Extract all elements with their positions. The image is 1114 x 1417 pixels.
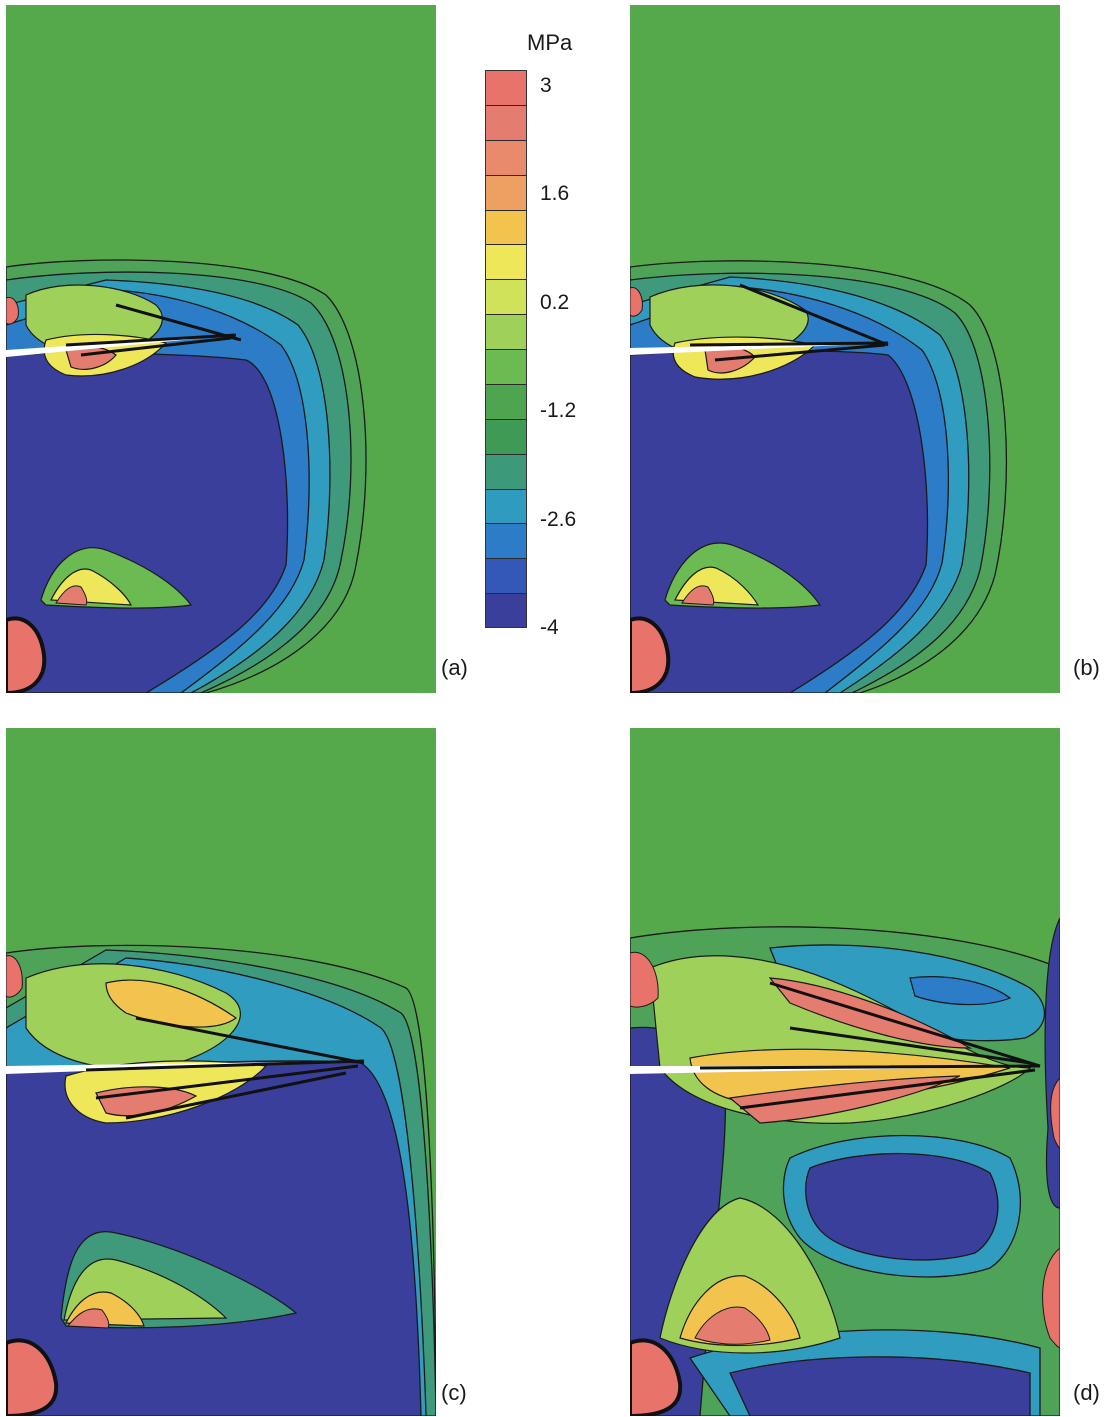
colorbar [485, 70, 527, 628]
colorbar-tick-label: 1.6 [540, 182, 570, 205]
crack-path-lines [689, 283, 889, 362]
colorbar-tick-label: -4 [540, 616, 559, 639]
stress-contour-panel-c [6, 728, 436, 1416]
colorbar-tick-label: 3 [540, 74, 552, 97]
lower-tensile-peak [694, 1306, 771, 1345]
contour-plot-c [6, 728, 436, 1416]
crack-notch [6, 335, 236, 357]
colorbar-level [486, 594, 526, 627]
stress-contour-panel-d [630, 728, 1060, 1416]
crack-notch [630, 343, 885, 355]
tensile-edge-spot [6, 955, 23, 998]
colorbar-tick-label: 0.2 [540, 291, 570, 314]
inner-compressive-core [805, 1152, 999, 1261]
crack-path-lines [85, 1016, 365, 1120]
support-contact [6, 616, 47, 693]
support-contact [630, 616, 671, 693]
tensile-zone-crack-core [689, 1048, 1011, 1105]
tensile-edge-spot [6, 296, 19, 325]
colorbar-level [486, 280, 526, 316]
lower-tensile-peak [681, 585, 715, 606]
colorbar-tick-label: -1.2 [540, 399, 577, 422]
stress-contour-panel-b [630, 5, 1060, 693]
upper-compressive-core [909, 976, 1012, 1006]
colorbar-unit-label: MPa [527, 30, 573, 55]
colorbar-level [486, 559, 526, 595]
colorbar-level [486, 140, 526, 176]
right-edge-tensile-lower [1042, 1247, 1060, 1349]
right-edge-tensile-upper [1050, 1077, 1060, 1149]
tensile-zone-upper [25, 963, 241, 1070]
support-contact [630, 1338, 683, 1416]
colorbar-level [486, 384, 526, 420]
compressive-region [6, 1060, 422, 1416]
support-contact [6, 1338, 59, 1416]
lower-tensile-peak [67, 1308, 110, 1329]
colorbar-level [486, 105, 526, 141]
colorbar-level [486, 245, 526, 281]
colorbar-level [486, 489, 526, 525]
panel-label-b: (b) [1073, 655, 1100, 680]
colorbar-tick-label: -2.6 [540, 508, 577, 531]
colorbar-level [486, 175, 526, 211]
colorbar-level [486, 71, 526, 106]
crack-path-lines [65, 303, 242, 357]
panel-label-d: (d) [1073, 1380, 1100, 1405]
contour-plot-b [630, 5, 1060, 693]
tensile-edge-spot [630, 951, 659, 1008]
contour-plot-d [630, 728, 1060, 1416]
panel-label-c: (c) [441, 1380, 467, 1405]
panel-label-a: (a) [441, 655, 468, 680]
colorbar-level [486, 350, 526, 385]
crack-path-lines [699, 981, 1041, 1110]
colorbar-level [486, 210, 526, 246]
stress-contour-panel-a [6, 5, 436, 693]
lower-tensile-peak [55, 585, 88, 606]
colorbar-level [486, 315, 526, 350]
bottom-compressive-core [729, 1356, 1031, 1416]
colorbar-level [486, 524, 526, 560]
tensile-edge-spot [630, 287, 643, 317]
colorbar-level [486, 454, 526, 490]
contour-plot-a [6, 5, 436, 693]
colorbar-level [486, 419, 526, 455]
tensile-zone-upper-core [105, 979, 238, 1028]
